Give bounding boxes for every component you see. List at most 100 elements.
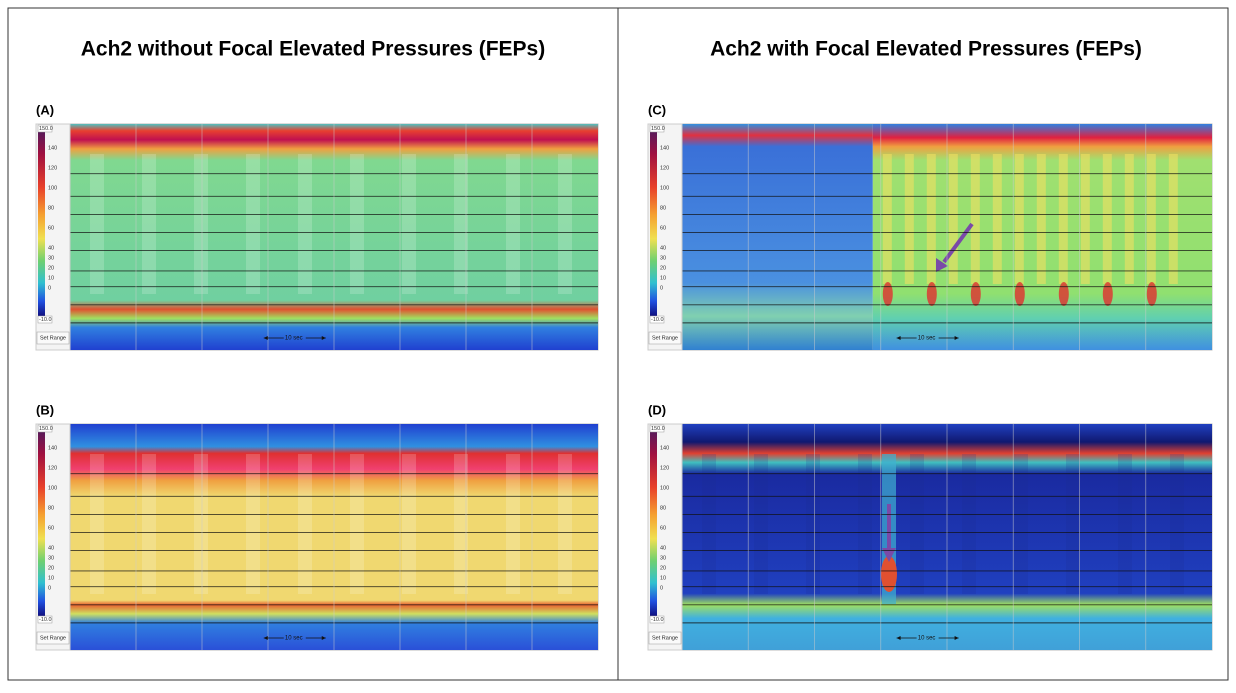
hot-spot	[926, 282, 937, 306]
colorbar-tick: 80	[48, 505, 54, 511]
scale-head-left	[896, 636, 901, 640]
colorbar-tick: 140	[660, 145, 669, 151]
stripe	[194, 154, 208, 294]
colorbar-tick: 80	[660, 505, 666, 511]
colorbar-max: 150.0	[39, 426, 53, 432]
colorbar-tick: 80	[48, 205, 54, 211]
set-range-button	[36, 631, 70, 645]
stripe	[970, 154, 980, 284]
min-box	[37, 315, 53, 324]
stripe	[962, 454, 976, 594]
colorbar-tick: 0	[48, 585, 51, 591]
colorbar-tick: 60	[48, 525, 54, 531]
stripe	[454, 154, 468, 294]
stripe	[194, 454, 208, 594]
stripe	[1102, 154, 1112, 284]
min-box	[649, 315, 665, 324]
hot-spot	[1058, 282, 1069, 306]
stripe	[1168, 154, 1178, 284]
stripe	[754, 454, 768, 594]
colorbar-tick: 140	[48, 445, 57, 451]
stripe	[506, 154, 520, 294]
colorbar-tick: 100	[660, 485, 669, 491]
colorbar-tick: 100	[48, 185, 57, 191]
colorbar-min: -10.0	[39, 617, 52, 623]
stripe	[558, 154, 572, 294]
colorbar-tick: 120	[48, 465, 57, 471]
set-range-button	[648, 331, 682, 345]
hot-spot	[881, 556, 897, 592]
stripe	[904, 154, 914, 284]
colorbar-tick: 100	[48, 485, 57, 491]
stripe	[1036, 154, 1046, 284]
colorbar-max: 150.0	[39, 126, 53, 132]
colorbar-tick: 20	[48, 565, 54, 571]
scale-head-right	[954, 636, 959, 640]
stripe	[1058, 154, 1068, 284]
colorbar-tick: 0	[660, 585, 663, 591]
colorbar-max: 150.0	[651, 426, 665, 432]
colorbar-tick: 20	[660, 565, 666, 571]
column-title: Ach2 without Focal Elevated Pressures (F…	[81, 38, 545, 61]
stripe	[858, 454, 872, 594]
colorbar-tick: 40	[48, 245, 54, 251]
scale-head-right	[321, 636, 326, 640]
stripe	[506, 454, 520, 594]
hot-spot	[1102, 282, 1113, 306]
stripe	[298, 454, 312, 594]
colorbar-min: -10.0	[651, 317, 664, 323]
min-box	[649, 615, 665, 624]
colorbar-tick: 120	[660, 165, 669, 171]
panel-label: (D)	[648, 402, 666, 417]
set-range-button	[648, 631, 682, 645]
scale-head-left	[896, 336, 901, 340]
scale-label: 10 sec	[918, 636, 936, 642]
colorbar-tick: 140	[660, 445, 669, 451]
scale-label: 10 sec	[285, 636, 303, 642]
stripe	[1170, 454, 1184, 594]
max-box	[649, 124, 665, 133]
set-range-label: Set Range	[652, 635, 678, 641]
scale-head-left	[263, 636, 268, 640]
stripe	[142, 454, 156, 594]
colorbar-tick: 40	[660, 545, 666, 551]
stripe	[882, 154, 892, 284]
stripe	[402, 154, 416, 294]
stripe	[246, 454, 260, 594]
colorbar-tick: 30	[48, 555, 54, 561]
stripe	[1080, 154, 1090, 284]
stripe	[246, 154, 260, 294]
colorbar	[650, 132, 657, 316]
stripe	[298, 154, 312, 294]
heatmap	[682, 124, 873, 350]
colorbar-tick: 60	[48, 225, 54, 231]
colorbar-min: -10.0	[39, 317, 52, 323]
max-box	[37, 124, 53, 133]
stripe	[90, 154, 104, 294]
hot-spot	[882, 282, 893, 306]
stripe	[402, 454, 416, 594]
stripe	[806, 454, 820, 594]
colorbar	[38, 432, 45, 616]
stripe	[142, 154, 156, 294]
arrow	[942, 222, 974, 264]
colorbar-tick: 10	[48, 275, 54, 281]
stripe	[948, 154, 958, 284]
set-range-label: Set Range	[40, 635, 66, 641]
panel-label: (C)	[648, 102, 666, 117]
stripe	[1118, 454, 1132, 594]
stripe	[910, 454, 924, 594]
max-box	[37, 424, 53, 433]
scale-label: 10 sec	[918, 336, 936, 342]
colorbar-tick: 60	[660, 225, 666, 231]
colorbar-min: -10.0	[651, 617, 664, 623]
colorbar-tick: 100	[660, 185, 669, 191]
set-range-label: Set Range	[40, 335, 66, 341]
colorbar	[650, 432, 657, 616]
stripe	[90, 454, 104, 594]
